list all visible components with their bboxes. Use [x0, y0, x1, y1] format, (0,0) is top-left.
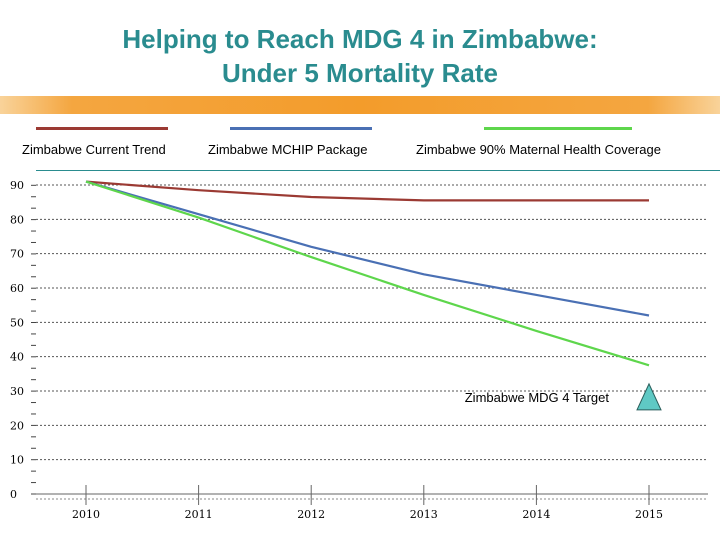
header-band — [0, 96, 720, 114]
legend-swatch-mchip-package — [230, 127, 372, 130]
chart-title-line-2: Under 5 Mortality Rate — [222, 58, 498, 88]
y-tick-label: 60 — [10, 282, 24, 295]
y-tick-label: 90 — [10, 179, 24, 192]
x-tick-label: 2011 — [185, 508, 213, 521]
y-tick-label: 50 — [10, 316, 24, 329]
mdg-target-label: Zimbabwe MDG 4 Target — [465, 390, 610, 405]
x-tick-label: 2013 — [410, 508, 438, 521]
y-tick-label: 20 — [10, 419, 24, 432]
x-tick-label: 2015 — [635, 508, 663, 521]
x-tick-label: 2014 — [522, 508, 550, 521]
legend-label-maternal-coverage: Zimbabwe 90% Maternal Health Coverage — [416, 142, 661, 157]
annotations: Zimbabwe MDG 4 Target — [465, 382, 662, 411]
axes: 0 10 20 30 40 50 60 70 80 90 2010 2011 2012 2013 2014 2… — [10, 179, 708, 521]
y-tick-label: 70 — [10, 248, 24, 261]
y-tick-label: 0 — [10, 488, 17, 501]
mdg-target-marker — [636, 382, 662, 411]
series-line-maternal-coverage — [85, 180, 650, 367]
legend-swatch-current-trend — [36, 127, 168, 130]
legend-label-current-trend: Zimbabwe Current Trend — [22, 142, 166, 157]
grid-lines — [36, 184, 708, 461]
series-line-current-trend — [85, 180, 649, 202]
y-tick-label: 40 — [10, 351, 24, 364]
y-tick-label: 30 — [10, 385, 24, 398]
legend-label-mchip-package: Zimbabwe MCHIP Package — [208, 142, 368, 157]
x-tick-label: 2012 — [297, 508, 325, 521]
x-tick-label: 2010 — [72, 508, 100, 521]
legend-swatch-maternal-coverage — [484, 127, 632, 130]
chart-title-line-1: Helping to Reach MDG 4 in Zimbabwe: — [122, 24, 598, 54]
series-lines — [85, 180, 650, 367]
series-line-mchip-package — [85, 180, 650, 317]
chart-title: Helping to Reach MDG 4 in Zimbabwe: Unde… — [0, 22, 720, 90]
y-tick-label: 80 — [10, 213, 24, 226]
legend-divider — [36, 170, 720, 171]
y-tick-label: 10 — [10, 454, 24, 467]
